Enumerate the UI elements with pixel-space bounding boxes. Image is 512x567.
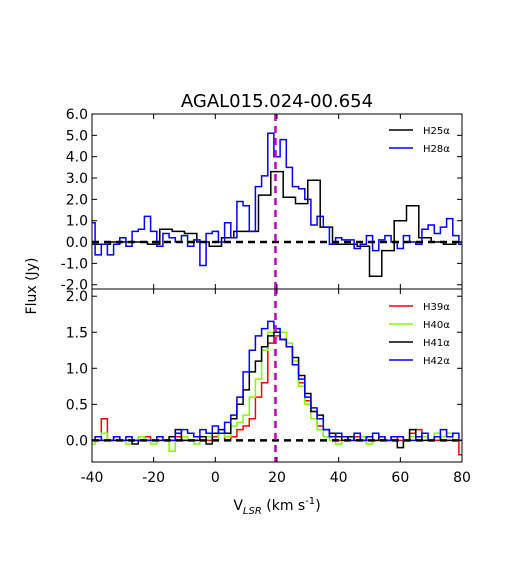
legend-label: H41α (423, 338, 450, 349)
y-tick-label: 1.5 (66, 325, 88, 341)
y-tick-label: 2.0 (66, 192, 88, 208)
y-tick-label: 6.0 (66, 107, 88, 123)
legend-label: H28α (423, 144, 450, 155)
x-tick-label: 20 (268, 470, 286, 486)
series-line-H40α (92, 327, 462, 452)
y-tick-label: -2.0 (61, 278, 88, 294)
legend-label: H40α (423, 320, 450, 331)
legend-label: H25α (423, 126, 450, 137)
plot-area (92, 114, 462, 289)
x-tick-label: 80 (453, 470, 471, 486)
legend: H39α H40α H41α H42α (389, 302, 450, 367)
plot-area (92, 289, 462, 462)
x-tick-label: -40 (81, 470, 104, 486)
x-tick-label: 60 (391, 470, 409, 486)
series-line-H28α (92, 132, 462, 267)
legend: H25α H28α (389, 126, 450, 155)
top-panel: -2.0 -1.0 0.0 1.0 2.0 3.0 4.0 5.0 6.0 H25α H28α (61, 107, 463, 294)
series-line-H25α (92, 170, 462, 277)
x-tick-label: -20 (142, 470, 165, 486)
y-tick-label: 1.0 (66, 214, 88, 230)
y-tick-label: 5.0 (66, 128, 88, 144)
x-tick-label: 0 (211, 470, 220, 486)
x-tick-label: 40 (330, 470, 348, 486)
y-tick-label: 0.5 (66, 397, 88, 413)
y-tick-label: 4.0 (66, 150, 88, 166)
y-axis-label: Flux (Jy) (24, 258, 40, 315)
legend-label: H42α (423, 356, 450, 367)
y-tick-label: 1.0 (66, 361, 88, 377)
y-tick-label: 0.0 (66, 235, 88, 251)
legend-label: H39α (423, 302, 450, 313)
y-tick-label: 3.0 (66, 171, 88, 187)
y-tick-label: 2.0 (66, 289, 88, 305)
axes-frame (91, 113, 463, 290)
y-tick-label: -1.0 (61, 256, 88, 272)
bottom-panel: 0.0 0.5 1.0 1.5 2.0 -40 -20 0 20 40 60 80 H39α H40α H4… (66, 288, 471, 486)
series-line-H42α (92, 320, 462, 442)
chart-title: AGAL015.024-00.654 (181, 91, 373, 112)
series-line-H41α (92, 331, 462, 449)
x-axis-label: VLSR (km s-1) (233, 496, 320, 517)
y-tick-label: 0.0 (66, 433, 88, 449)
series-line-H39α (92, 335, 462, 456)
